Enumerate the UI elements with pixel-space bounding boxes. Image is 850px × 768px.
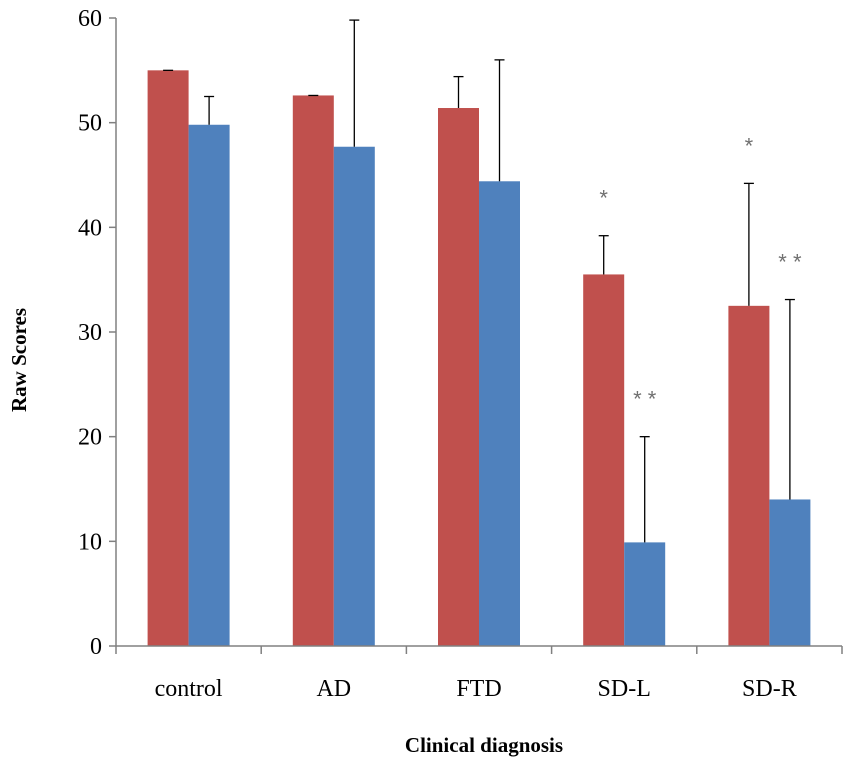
- bar-series-2-ad: [333, 146, 375, 647]
- bar-series-1-ftd: [438, 108, 479, 647]
- bars-layer: [147, 70, 811, 647]
- y-tick-label-0: 0: [90, 634, 102, 660]
- bar-series-2-control: [188, 124, 230, 646]
- x-tick-label-ad: AD: [316, 676, 351, 702]
- bar-series-1-control: [147, 70, 189, 647]
- y-tick-label-40: 40: [78, 215, 102, 241]
- bar-series-1-ad: [292, 95, 334, 647]
- x-tick-label-ftd: FTD: [456, 676, 501, 702]
- y-axis-title: Raw Scores: [7, 308, 31, 412]
- y-tick-label-20: 20: [78, 425, 102, 451]
- bar-series-1-sd-l: [583, 274, 625, 646]
- axes-layer: 0 10 20 30 40 50 60 control AD FTD SD-L SD-R: [78, 6, 843, 702]
- x-tick-label-control: control: [155, 676, 223, 702]
- y-tick-label-10: 10: [78, 529, 102, 555]
- bar-series-2-sd-l: [624, 542, 666, 646]
- x-tick-label-sd-r: SD-R: [742, 676, 797, 702]
- bar-series-2-sd-r: [769, 499, 811, 646]
- bar-series-2-ftd: [479, 181, 520, 646]
- error-bars-layer: [163, 19, 795, 543]
- y-tick-label-30: 30: [78, 320, 102, 346]
- significance-marker-1: *: [599, 186, 608, 211]
- x-tick-label-sd-l: SD-L: [598, 676, 651, 702]
- y-tick-label-60: 60: [78, 6, 102, 32]
- annotations-layer: * * * * * *: [599, 133, 802, 411]
- x-axis-title: Clinical diagnosis: [405, 733, 563, 757]
- significance-marker-4: * *: [778, 250, 802, 275]
- significance-marker-2: * *: [633, 387, 657, 412]
- bar-series-1-sd-r: [728, 305, 770, 646]
- significance-marker-3: *: [745, 133, 754, 158]
- y-tick-label-50: 50: [78, 111, 102, 137]
